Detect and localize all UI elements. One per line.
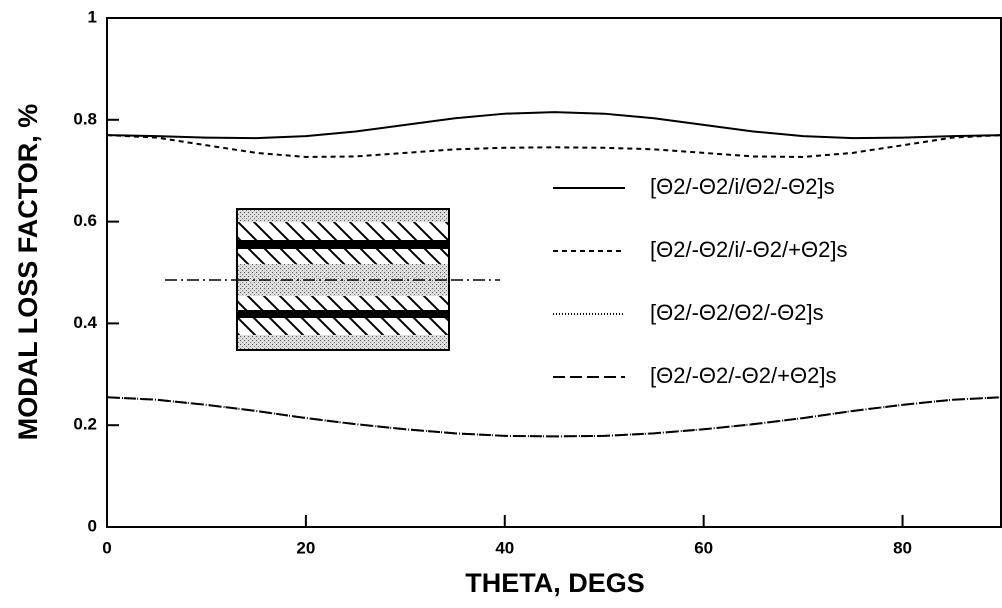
y-tick-label: 1 [88,7,97,26]
x-tick-label: 60 [694,538,713,557]
x-tick-label: 80 [893,538,912,557]
series-line [106,111,1002,140]
legend-text: [Θ2/-Θ2/i/Θ2/-Θ2]s [650,174,835,199]
y-tick-label: 0.2 [73,415,97,434]
y-tick-label: 0.4 [73,313,97,332]
x-axis-title: THETA, DEGS [465,568,645,598]
x-tick-label: 40 [495,538,514,557]
y-axis-title: MODAL LOSS FACTOR, % [13,104,43,441]
y-tick-label: 0.8 [73,109,97,128]
laminate-inset [165,208,500,351]
x-tick-label: 20 [296,538,315,557]
y-tick-label: 0 [88,516,97,535]
plot-frame [106,17,1002,528]
series-line [106,396,1002,438]
legend-text: [Θ2/-Θ2/i/-Θ2/+Θ2]s [650,237,847,262]
legend-text: [Θ2/-Θ2/Θ2/-Θ2]s [650,300,824,325]
legend-text: [Θ2/-Θ2/-Θ2/+Θ2]s [650,363,836,388]
series-line [106,134,1002,158]
x-tick-label: 0 [102,538,111,557]
y-tick-label: 0.6 [73,211,97,230]
series-line [106,396,1002,438]
